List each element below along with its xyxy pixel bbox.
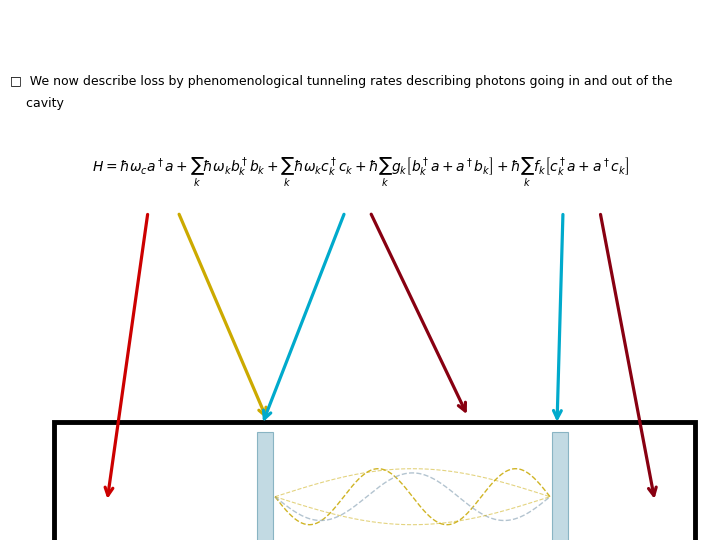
- Text: □  We now describe loss by phenomenological tunneling rates describing photons g: □ We now describe loss by phenomenologic…: [10, 75, 672, 87]
- Text: cavity: cavity: [10, 97, 64, 110]
- Text: $H = \hbar\omega_c a^\dagger a + \sum_k \hbar\omega_k b_k^\dagger b_k + \sum_k \: $H = \hbar\omega_c a^\dagger a + \sum_k …: [91, 155, 629, 188]
- FancyBboxPatch shape: [54, 422, 695, 540]
- Text: Cavity quasimodes: Cavity quasimodes: [13, 19, 279, 43]
- Bar: [552, 431, 568, 540]
- Bar: [257, 431, 273, 540]
